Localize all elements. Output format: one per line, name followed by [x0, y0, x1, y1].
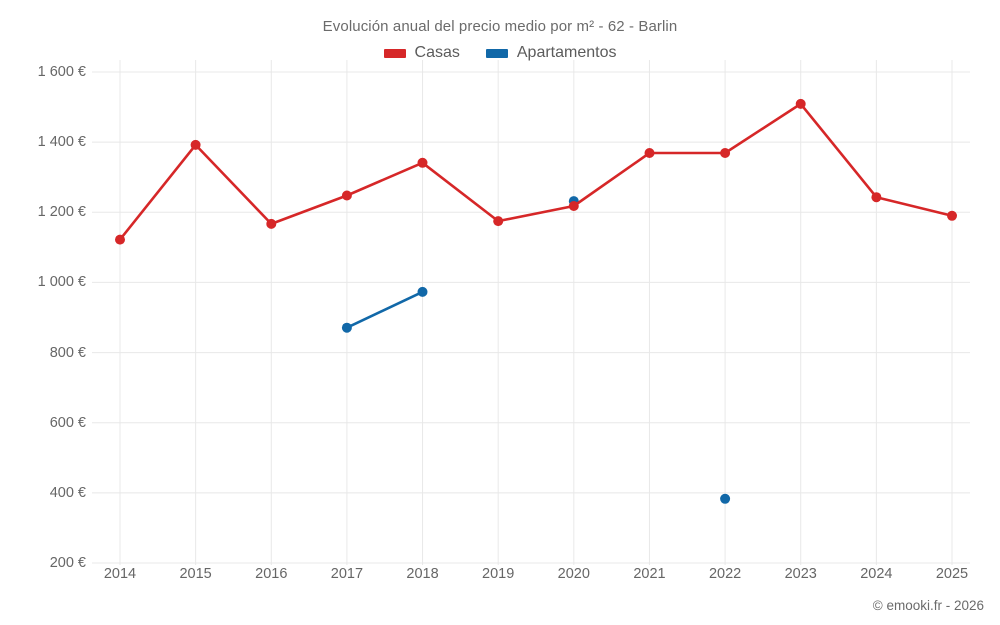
x-tick-label: 2025 [935, 566, 969, 582]
data-point [341, 190, 352, 201]
data-point [417, 286, 428, 297]
x-tick-label: 2015 [179, 566, 212, 582]
x-tick-label: 2020 [557, 566, 590, 582]
data-point [266, 218, 277, 229]
legend-swatch-apartamentos [485, 48, 508, 58]
y-axis: 1 600 € 1 400 € 1 200 € 1 000 € 800 € 600 € 40… [0, 60, 86, 571]
series-casas [115, 98, 957, 245]
legend-label-casas: Casas [414, 44, 460, 61]
x-tick-label: 2024 [860, 566, 893, 582]
x-tick-label: 2016 [255, 566, 288, 582]
gridlines [92, 71, 970, 564]
data-point [644, 148, 655, 158]
y-tick-label: 1 400 € [37, 134, 86, 151]
x-tick-label: 2023 [784, 566, 817, 582]
series-apartamentos [341, 196, 731, 504]
data-point [115, 234, 125, 245]
series-line [345, 290, 424, 330]
y-tick-label: 1 600 € [37, 64, 86, 80]
legend-label-apartamentos: Apartamentos [516, 44, 617, 61]
x-axis: 2014 2015 2016 2017 2018 2019 2020 2021 2022 2023… [92, 566, 970, 592]
data-point [947, 210, 957, 221]
gridlines-vertical [119, 60, 953, 565]
data-point [720, 493, 731, 504]
plot-area [92, 60, 970, 565]
data-point [341, 322, 352, 333]
data-point [720, 148, 731, 158]
x-tick-label: 2014 [103, 566, 137, 582]
y-tick-label: 1 000 € [37, 274, 86, 291]
data-point [190, 139, 201, 150]
legend-swatch-casas [383, 48, 406, 58]
y-tick-label: 1 200 € [37, 204, 86, 221]
plot-svg [92, 60, 970, 565]
chart-title: Evolución anual del precio medio por m² … [322, 18, 678, 35]
y-tick-label: 800 € [49, 344, 86, 361]
data-point [871, 192, 882, 203]
y-tick-label: 200 € [49, 555, 86, 571]
legend-item-apartamentos[interactable]: Apartamentos [485, 44, 617, 61]
data-point [493, 216, 504, 227]
data-point [568, 201, 579, 211]
series-line [118, 102, 954, 241]
chart-credit: © emooki.fr - 2026 [872, 598, 984, 613]
y-tick-label: 600 € [49, 414, 86, 431]
x-tick-label: 2022 [708, 566, 742, 582]
x-tick-label: 2019 [482, 566, 515, 582]
data-point [795, 98, 806, 109]
chart-legend: Casas Apartamentos [0, 45, 1000, 61]
x-tick-label: 2017 [330, 566, 364, 582]
y-tick-label: 400 € [49, 484, 86, 501]
x-tick-label: 2021 [633, 566, 666, 582]
legend-item-casas[interactable]: Casas [383, 44, 460, 61]
data-point [417, 157, 428, 168]
x-tick-label: 2018 [406, 566, 439, 582]
